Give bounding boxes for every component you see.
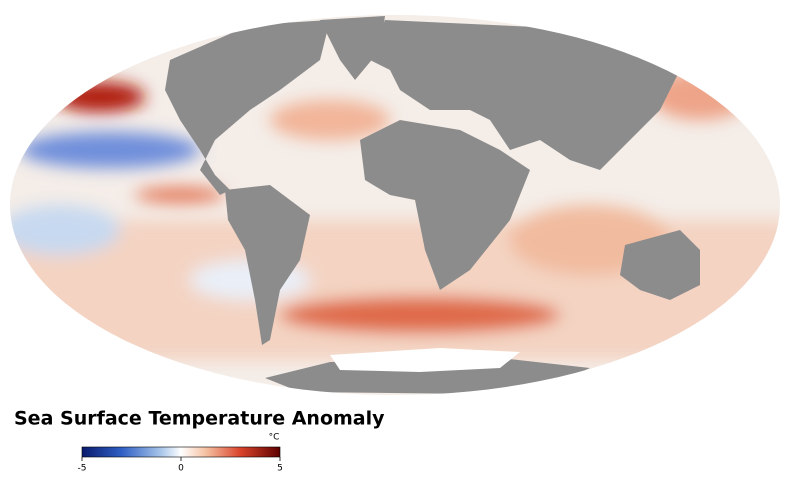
colorbar: °C (81, 433, 281, 458)
colorbar-ramp (81, 446, 281, 458)
colorbar-tick-label: -5 (78, 464, 87, 474)
colorbar-tick-label: 5 (277, 464, 283, 474)
title: Sea Surface Temperature Anomaly (14, 408, 385, 430)
colorbar-unit: °C (269, 433, 280, 443)
colorbar-tick-label: 0 (178, 464, 184, 474)
map (10, 15, 780, 395)
sea-ice (330, 348, 520, 372)
land (165, 16, 700, 394)
